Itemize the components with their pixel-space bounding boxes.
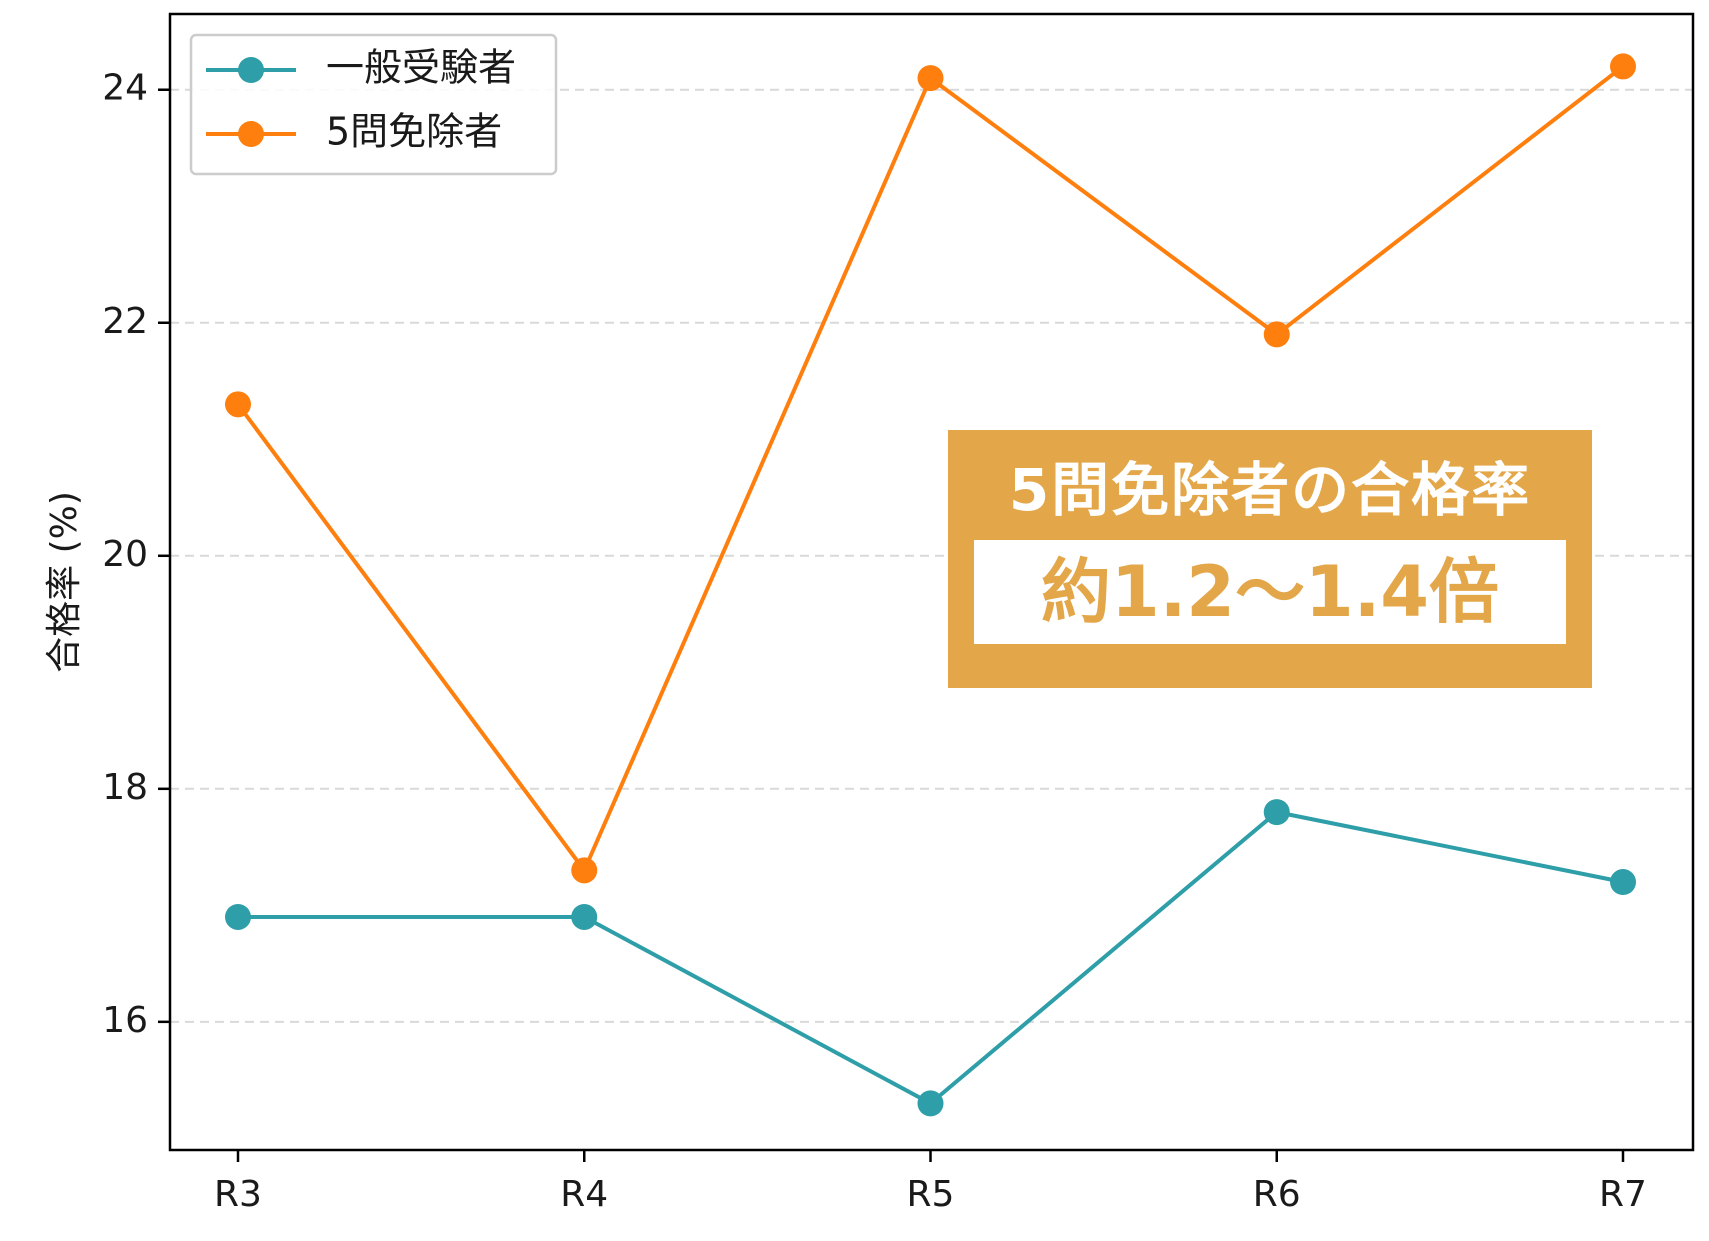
data-point (571, 857, 598, 884)
x-tick-label: R7 (1599, 1174, 1647, 1215)
data-point (1263, 799, 1290, 826)
y-tick-label: 24 (102, 68, 148, 109)
data-point (917, 65, 944, 92)
data-point (1610, 869, 1636, 896)
legend-label: 5問免除者 (326, 110, 502, 154)
data-point (1610, 53, 1636, 80)
y-axis-label: 合格率 (%) (44, 491, 85, 673)
x-tick-label: R3 (214, 1174, 262, 1215)
y-tick-label: 18 (102, 767, 148, 808)
annotation-title: 5問免除者の合格率 (1008, 456, 1532, 524)
data-point (225, 903, 251, 930)
legend-entry: 一般受験者 (206, 46, 516, 90)
annotation-value-box: 約1.2〜1.4倍 (974, 540, 1566, 644)
data-point (1263, 321, 1290, 348)
series-line (238, 810, 1624, 1106)
data-point (917, 1090, 944, 1117)
series-1 (225, 799, 1636, 1117)
legend-entry: 5問免除者 (206, 110, 502, 154)
y-tick-label: 20 (102, 534, 148, 575)
y-tick-label: 22 (102, 301, 148, 342)
x-tick-label: R5 (907, 1174, 955, 1215)
x-axis: R3 R4 R5 R6 R7 (214, 1150, 1647, 1215)
legend: 一般受験者 5問免除者 (189, 33, 558, 176)
series-layer (225, 53, 1636, 1117)
data-point (225, 391, 251, 418)
legend-label: 一般受験者 (326, 46, 516, 90)
legend-marker (238, 57, 264, 83)
y-axis: 16 18 20 22 24 (102, 68, 170, 1041)
annotation-value: 約1.2〜1.4倍 (1040, 551, 1499, 633)
x-tick-label: R4 (560, 1174, 608, 1215)
annotation-box: 5問免除者の合格率 約1.2〜1.4倍 (948, 430, 1592, 688)
y-tick-label: 16 (102, 1000, 148, 1041)
legend-marker (238, 121, 264, 147)
series-2 (225, 53, 1636, 884)
x-tick-label: R6 (1253, 1174, 1301, 1215)
data-point (571, 903, 598, 930)
